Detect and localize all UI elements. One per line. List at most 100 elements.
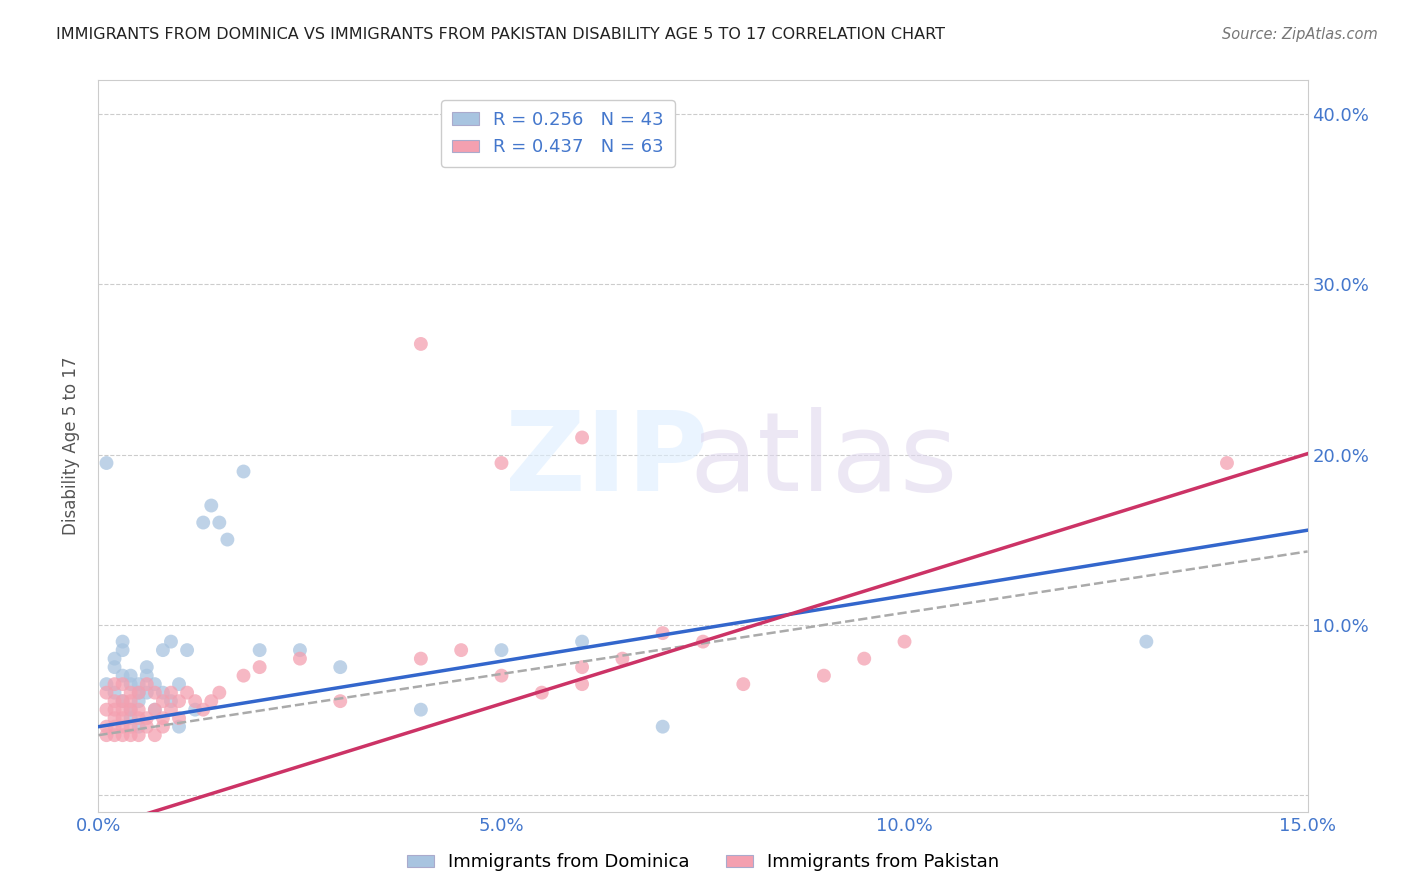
- Point: [232, 465, 254, 479]
- Point: [120, 686, 142, 700]
- Text: Source: ZipAtlas.com: Source: ZipAtlas.com: [1222, 27, 1378, 42]
- Point: [491, 668, 513, 682]
- Point: [329, 694, 352, 708]
- Point: [128, 686, 150, 700]
- Point: [692, 634, 714, 648]
- Legend: R = 0.256   N = 43, R = 0.437   N = 63: R = 0.256 N = 43, R = 0.437 N = 63: [441, 100, 675, 167]
- Point: [96, 703, 118, 717]
- Text: ZIP: ZIP: [505, 407, 709, 514]
- Point: [160, 686, 183, 700]
- Point: [103, 728, 125, 742]
- Point: [288, 643, 311, 657]
- Legend: Immigrants from Dominica, Immigrants from Pakistan: Immigrants from Dominica, Immigrants fro…: [399, 847, 1007, 879]
- Point: [128, 694, 150, 708]
- Point: [103, 660, 125, 674]
- Point: [111, 694, 134, 708]
- Point: [329, 660, 352, 674]
- Point: [135, 677, 157, 691]
- Point: [96, 677, 118, 691]
- Point: [208, 516, 231, 530]
- Point: [111, 703, 134, 717]
- Point: [120, 703, 142, 717]
- Point: [409, 703, 432, 717]
- Point: [491, 456, 513, 470]
- Point: [152, 686, 174, 700]
- Point: [491, 643, 513, 657]
- Point: [571, 430, 593, 444]
- Point: [143, 677, 166, 691]
- Point: [167, 711, 190, 725]
- Point: [120, 711, 142, 725]
- Point: [111, 668, 134, 682]
- Point: [160, 634, 183, 648]
- Point: [193, 516, 215, 530]
- Point: [111, 634, 134, 648]
- Point: [135, 660, 157, 674]
- Point: [128, 677, 150, 691]
- Point: [120, 677, 142, 691]
- Point: [111, 720, 134, 734]
- Point: [103, 694, 125, 708]
- Point: [128, 728, 150, 742]
- Point: [1216, 456, 1239, 470]
- Point: [143, 686, 166, 700]
- Point: [135, 711, 157, 725]
- Point: [103, 720, 125, 734]
- Point: [208, 686, 231, 700]
- Point: [167, 677, 190, 691]
- Text: IMMIGRANTS FROM DOMINICA VS IMMIGRANTS FROM PAKISTAN DISABILITY AGE 5 TO 17 CORR: IMMIGRANTS FROM DOMINICA VS IMMIGRANTS F…: [56, 27, 945, 42]
- Text: atlas: atlas: [690, 407, 957, 514]
- Point: [103, 677, 125, 691]
- Point: [96, 720, 118, 734]
- Point: [249, 643, 271, 657]
- Point: [651, 626, 673, 640]
- Point: [733, 677, 755, 691]
- Point: [111, 728, 134, 742]
- Point: [120, 720, 142, 734]
- Point: [135, 720, 157, 734]
- Point: [200, 499, 222, 513]
- Point: [409, 651, 432, 665]
- Point: [152, 643, 174, 657]
- Point: [530, 686, 553, 700]
- Point: [450, 643, 472, 657]
- Point: [167, 694, 190, 708]
- Point: [143, 703, 166, 717]
- Point: [128, 711, 150, 725]
- Point: [128, 703, 150, 717]
- Point: [152, 694, 174, 708]
- Point: [111, 643, 134, 657]
- Point: [160, 703, 183, 717]
- Point: [200, 694, 222, 708]
- Point: [135, 668, 157, 682]
- Y-axis label: Disability Age 5 to 17: Disability Age 5 to 17: [62, 357, 80, 535]
- Point: [120, 728, 142, 742]
- Point: [184, 694, 207, 708]
- Point: [176, 643, 198, 657]
- Point: [1135, 634, 1157, 648]
- Point: [160, 694, 183, 708]
- Point: [143, 728, 166, 742]
- Point: [120, 703, 142, 717]
- Point: [111, 677, 134, 691]
- Point: [103, 651, 125, 665]
- Point: [232, 668, 254, 682]
- Point: [184, 703, 207, 717]
- Point: [167, 720, 190, 734]
- Point: [111, 711, 134, 725]
- Point: [152, 720, 174, 734]
- Point: [813, 668, 835, 682]
- Point: [96, 686, 118, 700]
- Point: [103, 703, 125, 717]
- Point: [96, 728, 118, 742]
- Point: [96, 456, 118, 470]
- Point: [409, 337, 432, 351]
- Point: [571, 634, 593, 648]
- Point: [103, 686, 125, 700]
- Point: [176, 686, 198, 700]
- Point: [571, 677, 593, 691]
- Point: [128, 686, 150, 700]
- Point: [111, 694, 134, 708]
- Point: [120, 694, 142, 708]
- Point: [128, 720, 150, 734]
